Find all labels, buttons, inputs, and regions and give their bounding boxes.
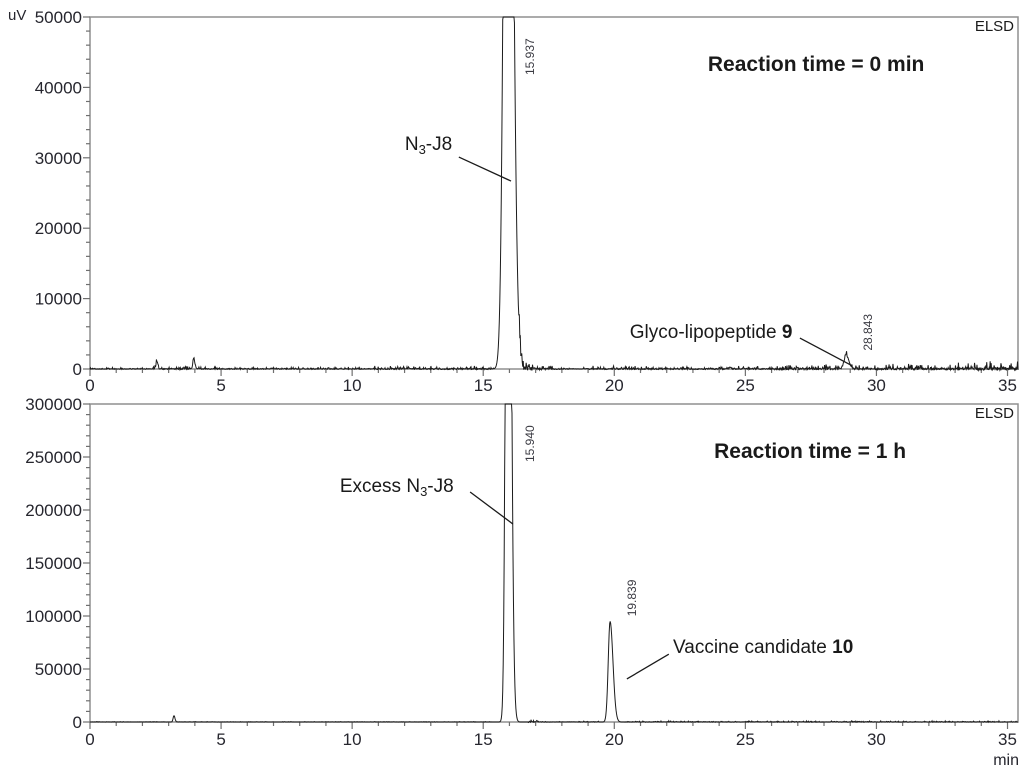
n3-j8-label-leader-line [458, 156, 512, 182]
x-tick-label: 30 [867, 376, 886, 395]
reaction-time-annotation: Reaction time = 0 min [708, 53, 924, 76]
y-tick-label: 40000 [35, 78, 82, 97]
detector-label: ELSD [975, 405, 1014, 422]
excess-n3-j8-label-leader-line [469, 491, 514, 525]
glyco-lipopeptide-9-label: Glyco-lipopeptide 9 [630, 322, 793, 343]
x-tick-label: 0 [85, 730, 94, 749]
y-tick-label: 0 [73, 360, 82, 379]
elsd-trace [89, 16, 1019, 373]
y-tick-label: 20000 [35, 219, 82, 238]
glyco-lipopeptide-9-label-leader-line [799, 337, 852, 367]
x-tick-label: 15 [474, 376, 493, 395]
y-tick-label: 100000 [25, 607, 82, 626]
n3-j8-label: N3-J8 [405, 134, 452, 157]
x-tick-label: 5 [216, 376, 225, 395]
y-tick-label: 300000 [25, 395, 82, 414]
vaccine-candidate-10-label: Vaccine candidate 10 [673, 637, 853, 658]
excess-n3-j8-label: Excess N3-J8 [340, 476, 454, 499]
y-tick-label: 50000 [35, 8, 82, 27]
x-tick-label: 15 [474, 730, 493, 749]
x-tick-label: 35 [998, 730, 1017, 749]
x-tick-label: 25 [736, 376, 755, 395]
x-tick-label: 20 [605, 730, 624, 749]
x-tick-label: 10 [343, 730, 362, 749]
peak-rt-label: 15.937 [523, 38, 537, 75]
y-tick-label: 250000 [25, 448, 82, 467]
y-tick-label: 150000 [25, 554, 82, 573]
x-tick-label: 20 [605, 376, 624, 395]
x-axis-unit-label: min [993, 752, 1019, 769]
y-axis-unit-label: uV [8, 7, 26, 24]
x-tick-label: 25 [736, 730, 755, 749]
x-tick-label: 5 [216, 730, 225, 749]
peak-rt-label: 15.940 [523, 425, 537, 462]
detector-label: ELSD [975, 18, 1014, 35]
x-tick-label: 30 [867, 730, 886, 749]
y-tick-label: 0 [73, 713, 82, 732]
x-tick-label: 10 [343, 376, 362, 395]
y-tick-label: 50000 [35, 660, 82, 679]
y-tick-label: 200000 [25, 501, 82, 520]
reaction-time-annotation: Reaction time = 1 h [714, 440, 906, 463]
vaccine-candidate-10-label-leader-line [626, 653, 670, 680]
chromatogram-0min: 0 5 10 15 20 25 30 35 0 10000 20000 30000 40000 50000… [8, 7, 1019, 395]
peak-rt-label: 28.843 [861, 314, 875, 351]
x-tick-label: 0 [85, 376, 94, 395]
elsd-trace [89, 403, 1019, 724]
x-tick-label: 35 [998, 376, 1017, 395]
y-tick-label: 30000 [35, 149, 82, 168]
chromatogram-1h: 0 5 10 15 20 25 30 35 0 50000 100000 150000 200000 25… [25, 395, 1019, 769]
peak-rt-label: 19.839 [625, 579, 639, 616]
y-tick-label: 10000 [35, 290, 82, 309]
